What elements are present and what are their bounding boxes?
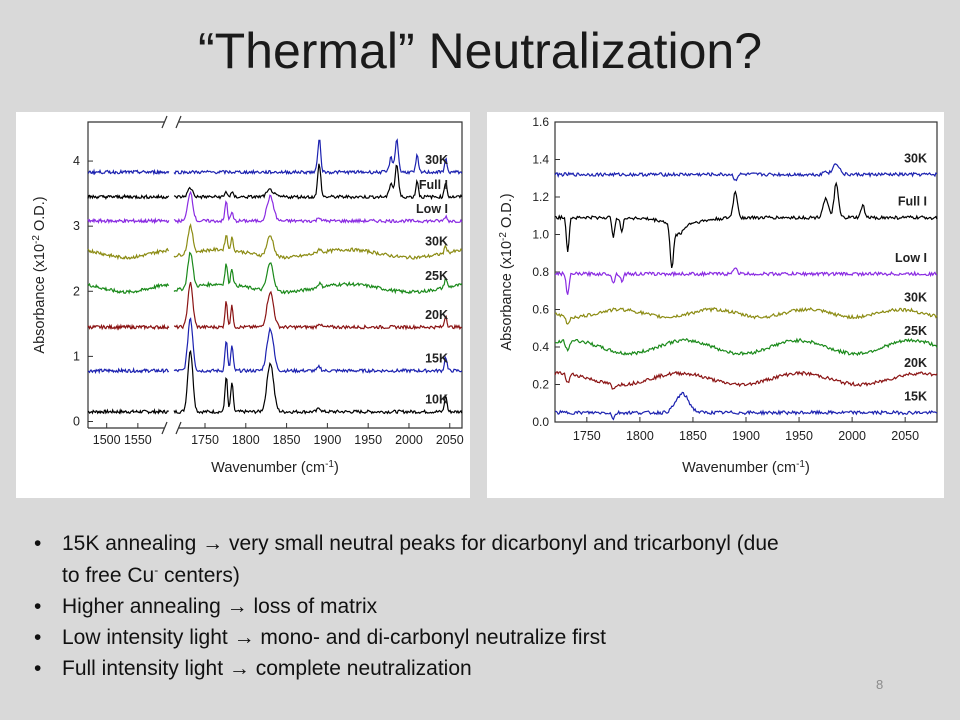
series-label: 20K xyxy=(425,308,448,322)
x-tick-label: 1950 xyxy=(354,433,382,447)
left-spectra-chart: 1500 1550 1750 1800 1850 1900 1950 2000 2050 0 1 2 3… xyxy=(16,112,470,498)
series-label: 25K xyxy=(425,269,448,283)
page-number: 8 xyxy=(876,677,884,692)
series-line xyxy=(87,222,463,261)
bullet-item: • Low intensity light → mono- and di-carb… xyxy=(34,626,606,649)
x-axis-label-sup: -1 xyxy=(796,459,805,470)
right-arrow-icon: → xyxy=(226,595,248,618)
slide-title: “Thermal” Neutralization? xyxy=(197,23,763,79)
y-tick-label: 0.6 xyxy=(532,303,549,317)
y-tick-label: 0.8 xyxy=(532,265,549,279)
y-tick-label: 3 xyxy=(73,219,80,233)
series-line xyxy=(554,267,938,295)
x-axis-label: Wavenumber (cm-1) xyxy=(682,459,810,476)
y-axis-label: Absorbance (x10-2 O.D.) xyxy=(498,193,515,350)
series-line xyxy=(554,391,938,421)
y-axis-label-tail: O.D.) xyxy=(499,193,515,232)
bullet-dot-icon: • xyxy=(34,532,42,555)
bullet-list: • 15K annealing → very small neutral peak… xyxy=(34,530,794,686)
series-line xyxy=(87,138,463,176)
x-tick-label: 2050 xyxy=(891,429,919,443)
y-tick-label: 0 xyxy=(73,414,80,428)
x-tick-label: 2050 xyxy=(436,433,464,447)
y-tick-label: 0.4 xyxy=(532,340,549,354)
series-line xyxy=(87,190,463,225)
series-line xyxy=(87,251,463,295)
x-tick-label: 1750 xyxy=(573,429,601,443)
y-axis-label: Absorbance (x10-2 O.D.) xyxy=(31,196,48,353)
series-line xyxy=(87,317,463,375)
series-line xyxy=(554,337,938,357)
x-tick-label: 1900 xyxy=(732,429,760,443)
y-axis-label-tail: O.D.) xyxy=(32,196,48,235)
x-tick-label: 1550 xyxy=(124,433,152,447)
right-spectra-svg: 1750 1800 1850 1900 1950 2000 2050 0.0 0.2 0.4 0.6… xyxy=(498,115,938,476)
x-tick-label: 2000 xyxy=(395,433,423,447)
bullet-item: • 15K annealing → very small neutral peak… xyxy=(34,532,779,587)
x-tick-label: 1850 xyxy=(273,433,301,447)
series-line xyxy=(554,163,938,182)
right-spectra-chart: 1750 1800 1850 1900 1950 2000 2050 0.0 0.2 0.4 0.6… xyxy=(487,112,944,498)
series-label: 30K xyxy=(904,290,927,304)
series-label: Full I xyxy=(898,195,927,209)
series-line xyxy=(87,349,463,415)
x-tick-label: 1900 xyxy=(313,433,341,447)
series-label: 15K xyxy=(904,390,927,404)
y-tick-label: 1.0 xyxy=(532,228,549,242)
left-spectra-svg: 1500 1550 1750 1800 1850 1900 1950 2000 2050 0 1 2 3… xyxy=(31,115,464,476)
x-tick-label: 1800 xyxy=(626,429,654,443)
y-tick-label: 4 xyxy=(73,154,80,168)
y-axis-label-sup: -2 xyxy=(31,235,42,244)
x-tick-label: 1500 xyxy=(93,433,121,447)
series-label: Low I xyxy=(895,251,927,265)
x-axis-label-sup: -1 xyxy=(325,459,334,470)
x-tick-label: 1750 xyxy=(191,433,219,447)
axis-break-mark xyxy=(161,115,182,435)
series-label: 25K xyxy=(904,324,927,338)
series-line xyxy=(87,281,463,331)
right-arrow-icon: → xyxy=(228,657,250,680)
bullet-item: • Higher annealing → loss of matrix xyxy=(34,595,378,618)
bullet-dot-icon: • xyxy=(34,626,42,649)
bullet-dot-icon: • xyxy=(34,657,42,680)
y-tick-label: 1.6 xyxy=(532,115,549,129)
x-axis-label-tail: ) xyxy=(805,460,810,476)
series-label: 20K xyxy=(904,356,927,370)
y-tick-label: 0.0 xyxy=(532,415,549,429)
y-tick-label: 1 xyxy=(73,349,80,363)
series-label: 30K xyxy=(425,235,448,249)
right-arrow-icon: → xyxy=(202,532,224,555)
series-label: 15K xyxy=(425,352,448,366)
series-label: 30K xyxy=(904,152,927,166)
series-line xyxy=(554,306,938,325)
plot-frame xyxy=(87,121,463,429)
right-arrow-icon: → xyxy=(233,626,255,649)
y-axis-label-sup: -2 xyxy=(498,232,509,241)
plot-frame xyxy=(554,121,938,423)
bullet-dot-icon: • xyxy=(34,595,42,618)
series-label: 10K xyxy=(425,393,448,407)
x-axis-label: Wavenumber (cm-1) xyxy=(211,459,339,476)
series-label: Full I xyxy=(419,178,448,192)
x-axis-label-tail: ) xyxy=(334,460,339,476)
y-tick-label: 1.2 xyxy=(532,190,549,204)
y-tick-label: 1.4 xyxy=(532,153,549,167)
x-tick-label: 1850 xyxy=(679,429,707,443)
y-tick-label: 2 xyxy=(73,284,80,298)
series-line xyxy=(554,181,938,269)
x-tick-label: 1950 xyxy=(785,429,813,443)
series-label: 30K xyxy=(425,153,448,167)
series-label: Low I xyxy=(416,202,448,216)
series-line xyxy=(87,163,463,201)
x-tick-label: 2000 xyxy=(838,429,866,443)
bullet-item: • Full intensity light → complete neutral… xyxy=(34,657,472,680)
series-line xyxy=(554,370,938,390)
x-tick-label: 1800 xyxy=(232,433,260,447)
y-tick-label: 0.2 xyxy=(532,378,549,392)
